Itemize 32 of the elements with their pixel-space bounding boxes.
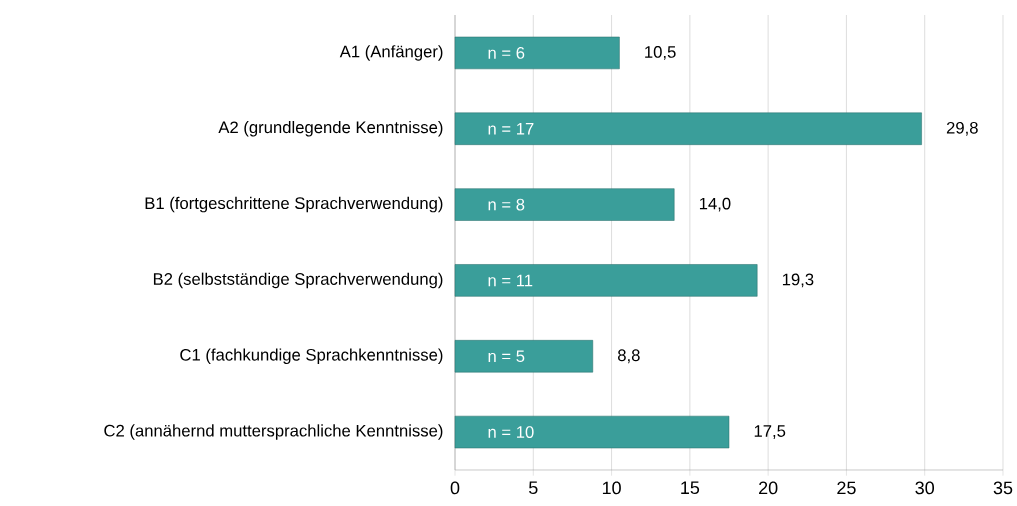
x-tick-label: 25 — [837, 481, 856, 495]
annotation: n = 5 — [488, 350, 525, 363]
x-tick-label: 20 — [759, 481, 778, 495]
annotation: n = 8 — [488, 198, 525, 211]
bar — [454, 415, 730, 449]
data-label: 17,5 — [754, 425, 786, 439]
bar — [454, 340, 594, 373]
data-label: 19,3 — [782, 273, 814, 288]
x-tick-label: 0 — [450, 481, 460, 495]
y-tick-label: A1 (Anfänger) — [339, 45, 443, 61]
y-tick-label: C2 (annähernd muttersprachliche Kenntnisse) — [104, 424, 443, 440]
bar — [454, 264, 758, 297]
y-tick-label: B2 (selbstständige Sprachverwendung) — [153, 272, 443, 289]
data-label: 29,8 — [946, 121, 978, 136]
annotation: n = 17 — [488, 123, 534, 135]
y-tick-label: B1 (fortgeschrittene Sprachverwendung) — [145, 196, 443, 213]
x-tick-label: 30 — [915, 481, 935, 495]
bar — [454, 36, 620, 70]
data-label: 8,8 — [618, 349, 640, 364]
x-tick-label: 5 — [528, 481, 538, 495]
annotation: n = 6 — [488, 47, 525, 59]
x-tick-label: 35 — [993, 481, 1013, 495]
data-label: 10,5 — [645, 46, 676, 60]
bar — [454, 112, 922, 145]
annotation: n = 10 — [488, 426, 534, 438]
data-label: 14,0 — [699, 197, 731, 212]
x-tick-label: 10 — [602, 481, 621, 495]
x-tick-label: 15 — [681, 481, 700, 495]
annotation: n = 11 — [488, 274, 533, 287]
y-tick-label: A2 (grundlegende Kenntnisse) — [218, 120, 443, 137]
bar — [454, 188, 675, 221]
y-tick-label: C1 (fachkundige Sprachkenntnisse) — [180, 348, 443, 364]
